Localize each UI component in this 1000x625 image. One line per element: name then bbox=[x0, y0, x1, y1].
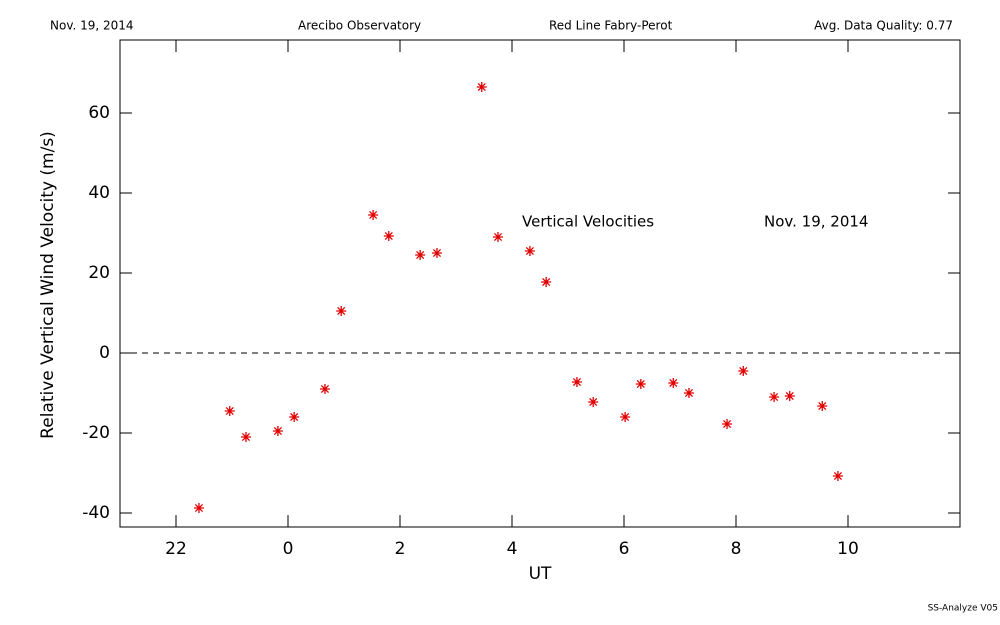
x-tick-label: 2 bbox=[395, 539, 406, 559]
point bbox=[476, 82, 487, 92]
header-quality: Avg. Data Quality: 0.77 bbox=[814, 19, 953, 33]
x-tick-label: 8 bbox=[731, 539, 742, 559]
point bbox=[635, 379, 646, 389]
point bbox=[683, 388, 694, 398]
point bbox=[722, 419, 733, 429]
point bbox=[272, 426, 283, 436]
point bbox=[319, 384, 330, 394]
header-instrument: Red Line Fabry-Perot bbox=[549, 19, 673, 33]
y-tick-label: 20 bbox=[88, 263, 110, 283]
y-tick-label: 60 bbox=[88, 103, 110, 123]
point bbox=[541, 277, 552, 287]
y-tick-label: 40 bbox=[88, 183, 110, 203]
point bbox=[668, 378, 679, 388]
point bbox=[784, 391, 795, 401]
point bbox=[289, 412, 300, 422]
annotation: Vertical Velocities bbox=[522, 213, 654, 231]
point bbox=[738, 366, 749, 376]
footer: SS-Analyze V05 bbox=[928, 604, 998, 614]
point bbox=[620, 412, 631, 422]
point bbox=[769, 392, 780, 402]
y-tick-label: 0 bbox=[99, 343, 110, 363]
point bbox=[832, 471, 843, 481]
x-tick-label: 10 bbox=[837, 539, 859, 559]
x-axis-label: UT bbox=[529, 564, 552, 584]
point bbox=[524, 246, 535, 256]
point bbox=[241, 432, 251, 442]
x-tick-label: 22 bbox=[165, 539, 187, 559]
point bbox=[368, 210, 379, 220]
y-axis-label: Relative Vertical Wind Velocity (m/s) bbox=[38, 131, 58, 439]
point bbox=[383, 231, 394, 241]
x-tick-label: 0 bbox=[283, 539, 294, 559]
header-date: Nov. 19, 2014 bbox=[50, 19, 134, 33]
point bbox=[415, 250, 426, 260]
annotation: Nov. 19, 2014 bbox=[764, 213, 868, 231]
plot-frame bbox=[119, 39, 961, 528]
point bbox=[817, 401, 828, 411]
y-tick-label: -40 bbox=[82, 503, 110, 523]
x-tick-label: 6 bbox=[619, 539, 630, 559]
point bbox=[431, 248, 442, 258]
point bbox=[588, 397, 599, 407]
y-tick-label: -20 bbox=[82, 423, 110, 443]
point bbox=[193, 503, 204, 513]
point bbox=[571, 377, 582, 387]
point bbox=[224, 406, 235, 416]
point bbox=[336, 306, 347, 316]
point bbox=[493, 232, 503, 242]
x-tick-label: 4 bbox=[507, 539, 518, 559]
header-site: Arecibo Observatory bbox=[298, 19, 421, 33]
